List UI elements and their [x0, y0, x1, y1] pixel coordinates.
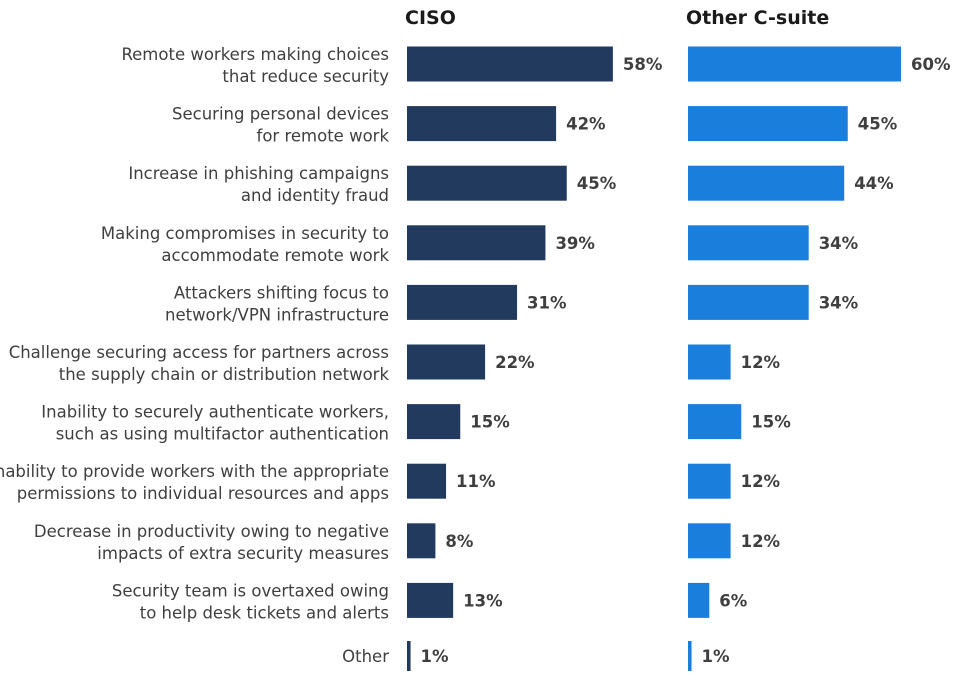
value-label: 13% [463, 591, 503, 610]
bar [688, 165, 845, 201]
value-label: 22% [495, 353, 535, 372]
category-label: Decrease in productivity owing to negati… [34, 522, 389, 563]
bar [407, 641, 411, 671]
category-label-line: accommodate remote work [161, 246, 389, 265]
bar [407, 404, 461, 440]
bar [407, 106, 557, 142]
bar [688, 404, 742, 440]
category-label-line: network/VPN infrastructure [165, 305, 389, 324]
category-label-line: Attackers shifting focus to [174, 283, 389, 302]
bar [407, 46, 613, 82]
value-label: 12% [741, 472, 781, 491]
value-label: 42% [566, 115, 606, 134]
value-label: 45% [858, 115, 898, 134]
category-label: Making compromises in security to accommo… [101, 224, 390, 265]
category-label: Challenge securing access for partners a… [9, 343, 390, 384]
bar [688, 641, 692, 671]
category-label-line: Remote workers making choices [121, 45, 389, 64]
value-label: 34% [819, 234, 859, 253]
value-label: 45% [577, 174, 617, 193]
category-label-line: that reduce security [222, 67, 389, 86]
bar [688, 463, 731, 499]
value-label: 39% [555, 234, 595, 253]
category-label-line: the supply chain or distribution network [59, 365, 390, 384]
category-label: Other [342, 647, 389, 666]
bar [407, 225, 546, 261]
category-label: Securing personal devices for remote work [172, 105, 389, 146]
category-label-line: permissions to individual resources and … [17, 484, 389, 503]
bar [407, 165, 567, 201]
value-label: 60% [911, 55, 951, 74]
category-label-line: for remote work [257, 127, 390, 146]
bar [407, 344, 486, 380]
bar [688, 523, 731, 559]
value-label: 12% [741, 532, 781, 551]
value-label: 31% [527, 293, 567, 312]
panel-title-ciso: CISO [405, 7, 456, 29]
category-label: Inability to securely authenticate worke… [41, 403, 389, 444]
bar [688, 284, 809, 320]
category-label-line: Inability to provide workers with the ap… [0, 462, 389, 481]
bar [688, 225, 809, 261]
category-label-line: impacts of extra security measures [97, 544, 389, 563]
value-label: 58% [623, 55, 663, 74]
category-label-line: Increase in phishing campaigns [128, 164, 389, 183]
bar [407, 523, 436, 559]
category-label-line: Inability to securely authenticate worke… [41, 403, 389, 422]
value-label: 15% [751, 413, 791, 432]
bar [688, 344, 731, 380]
bar [688, 106, 848, 142]
category-label-line: Securing personal devices [172, 105, 389, 124]
category-label: Attackers shifting focus to network/VPN i… [165, 283, 389, 324]
bar [407, 284, 518, 320]
category-label-line: Security team is overtaxed owing [112, 581, 389, 600]
category-label: Remote workers making choices that reduce… [121, 45, 389, 86]
category-label-line: and identity fraud [241, 186, 389, 205]
value-label: 12% [741, 353, 781, 372]
category-label-line: Decrease in productivity owing to negati… [34, 522, 389, 541]
bar [407, 463, 447, 499]
category-label: Increase in phishing campaigns and identi… [128, 164, 389, 205]
category-label: Inability to provide workers with the ap… [0, 462, 389, 503]
category-label-line: Making compromises in security to [101, 224, 389, 243]
category-label-line: such as using multifactor authentication [56, 425, 389, 444]
category-label-line: to help desk tickets and alerts [140, 603, 389, 622]
panel-title-other-c-suite: Other C-suite [686, 7, 829, 29]
value-label: 6% [719, 591, 747, 610]
value-label: 1% [702, 647, 730, 666]
value-label: 44% [854, 174, 894, 193]
bar [688, 46, 901, 82]
value-label: 8% [445, 532, 473, 551]
value-label: 11% [456, 472, 496, 491]
category-label: Security team is overtaxed owing to help … [112, 581, 389, 622]
bar [407, 582, 454, 618]
value-label: 1% [421, 647, 449, 666]
value-label: 15% [470, 413, 510, 432]
category-label-line: Challenge securing access for partners a… [9, 343, 389, 362]
bar [688, 582, 710, 618]
value-label: 34% [819, 293, 859, 312]
